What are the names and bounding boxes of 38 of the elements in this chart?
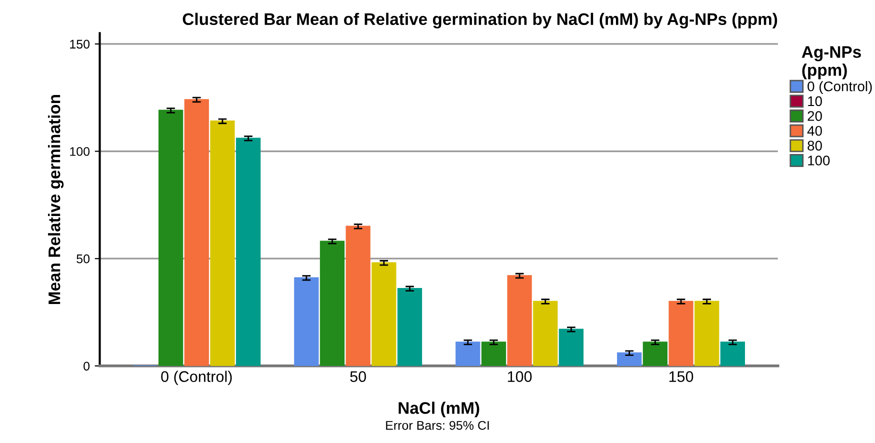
bar [184,99,209,366]
bar [558,328,584,366]
x-tick-label: 150 [669,371,694,382]
bar [481,342,506,366]
y-tick-label: 100 [70,147,90,156]
bar [372,262,396,366]
bar [668,300,694,366]
x-tick-label: 50 [350,371,366,382]
y-tick-label: 150 [70,40,90,49]
y-tick-label: 0 [84,362,90,371]
y-axis-title: Mean Relative germination [48,95,64,304]
bar [397,288,422,366]
legend-label: 80 [808,140,822,151]
legend-title: Ag-NPs (ppm) [802,46,861,80]
bar [158,110,184,366]
bar [617,352,642,366]
bar [694,300,720,366]
bar [236,138,261,366]
chart-title: Clustered Bar Mean of Relative germination by NaCl (mM) by Ag-NPs (ppm) [182,12,778,28]
x-tick-label: 100 [508,371,532,382]
legend-label: 20 [808,111,822,121]
y-tick-label: 50 [76,254,90,264]
legend-label: 100 [808,156,830,166]
bar [210,120,235,366]
bar [456,342,480,366]
legend-label: 10 [808,96,822,106]
bar [320,240,345,366]
x-axis-title: NaCl (mM) [398,402,480,418]
bar [720,342,745,366]
bar [346,226,370,366]
bar [642,342,668,366]
legend-label: 0 (Control) [808,81,872,94]
bar [507,275,532,366]
bar [533,300,558,366]
text: Error Bars: 95% CI [386,420,489,430]
legend-label: 40 [807,126,822,136]
bar [294,277,319,366]
x-tick-label: 0 (Control) [161,370,232,386]
